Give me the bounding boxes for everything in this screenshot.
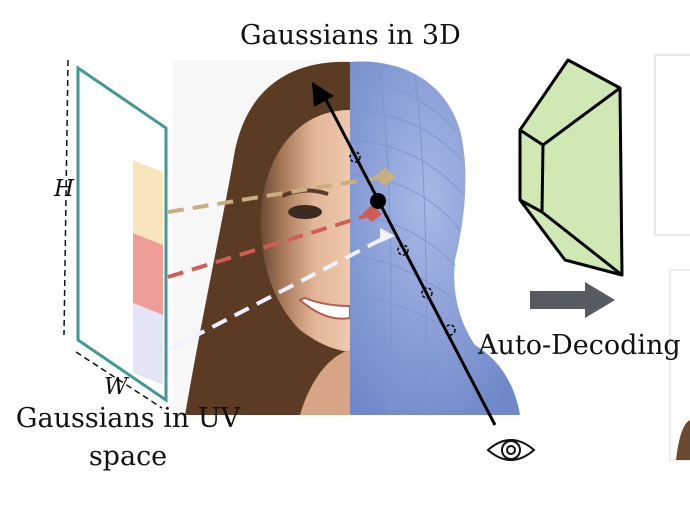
right-arrow-icon [530,282,615,318]
projection-rays [167,168,396,352]
title-uv-line2: space [88,441,168,472]
label-auto-decoding: Auto-Decoding [478,330,681,361]
label-width: W [104,374,128,400]
eye-icon [486,439,536,461]
ray-arrow-icon [312,82,334,107]
uv-swatch-yellow [133,160,163,245]
uv-swatch-red [133,233,163,315]
title-uv-line1: Gaussians in UV [15,403,241,434]
face-photo [173,60,351,416]
camera-ray [312,82,497,426]
gaussian-marker-red [362,205,382,222]
decoder-frustum-icon [518,58,624,277]
title-gaussians-3d: Gaussians in 3D [240,20,461,51]
output-frame-partial [654,54,690,461]
gaussian-marker-tan [374,168,396,186]
uv-map-panel [63,59,168,409]
uv-swatch-lavender [133,303,163,385]
gaussian-marker-white [380,228,395,243]
label-height: H [54,176,75,202]
title-gaussians-uv: Gaussians in UV space [10,400,246,476]
sample-point-hit [370,193,386,209]
gaussian-head-model [350,61,520,416]
